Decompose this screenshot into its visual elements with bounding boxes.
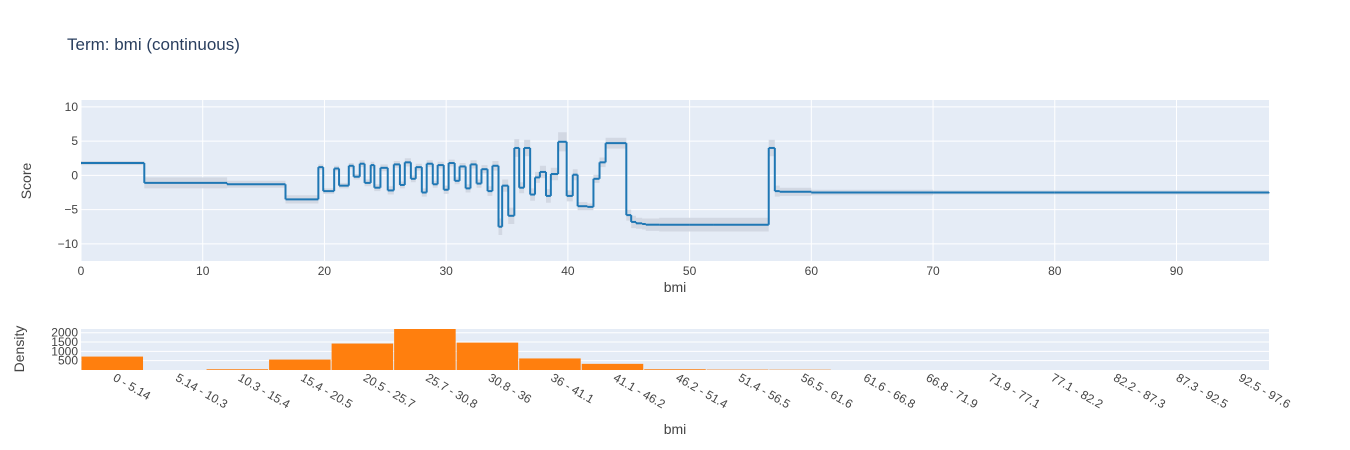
chart-title: Term: bmi (continuous) bbox=[67, 35, 240, 54]
density-bars bbox=[81, 329, 831, 370]
score-x-tick-label: 20 bbox=[318, 264, 332, 278]
density-x-tick-label: 5.14 - 10.3 bbox=[173, 370, 230, 411]
density-x-tick-label: 87.3 - 92.5 bbox=[1174, 370, 1231, 411]
density-x-tick-label: 25.7 - 30.8 bbox=[423, 370, 480, 411]
score-x-tick-label: 90 bbox=[1170, 264, 1184, 278]
score-y-tick-labels: −10 −5 0 5 10 bbox=[58, 100, 79, 251]
density-y-tick-label: 2000 bbox=[51, 326, 78, 340]
density-bar bbox=[394, 329, 456, 370]
score-line bbox=[81, 140, 1270, 228]
density-x-axis-title: bmi bbox=[664, 421, 687, 437]
density-y-tick-label: 500 bbox=[58, 354, 78, 368]
density-x-tick-label: 92.5 - 97.6 bbox=[1236, 370, 1293, 411]
density-bar bbox=[519, 358, 581, 370]
density-x-tick-label: 15.4 - 20.5 bbox=[298, 370, 355, 411]
score-x-tick-label: 10 bbox=[196, 264, 210, 278]
density-x-tick-label: 82.2 - 87.3 bbox=[1111, 370, 1168, 411]
score-plot-background bbox=[81, 100, 1269, 261]
score-x-tick-label: 70 bbox=[926, 264, 940, 278]
score-x-tick-label: 30 bbox=[439, 264, 453, 278]
score-x-tick-label: 50 bbox=[683, 264, 697, 278]
density-x-tick-label: 10.3 - 15.4 bbox=[236, 370, 293, 411]
density-x-tick-label: 71.9 - 77.1 bbox=[986, 370, 1043, 411]
density-y-tick-label: 1000 bbox=[51, 344, 78, 358]
density-x-tick-label: 0 - 5.14 bbox=[111, 370, 154, 403]
density-x-tick-label: 46.2 - 51.4 bbox=[674, 370, 731, 411]
score-grid bbox=[80, 100, 1269, 261]
score-x-axis-title: bmi bbox=[664, 279, 687, 295]
density-plot: 0 - 5.14 5.14 - 10.3 10.3 - 15.4 15.4 - 20.… bbox=[11, 326, 1293, 437]
score-x-tick-label: 40 bbox=[561, 264, 575, 278]
density-x-tick-label: 41.1 - 46.2 bbox=[611, 370, 668, 411]
density-x-tick-label: 30.8 - 36 bbox=[486, 370, 534, 406]
score-y-tick-label: 10 bbox=[65, 100, 79, 114]
density-x-tick-label: 61.6 - 66.8 bbox=[861, 370, 918, 411]
score-y-axis-title: Score bbox=[18, 163, 34, 200]
density-bar bbox=[206, 369, 269, 370]
density-bar bbox=[269, 359, 331, 370]
score-x-tick-label: 80 bbox=[1048, 264, 1062, 278]
score-x-tick-labels: 0 10 20 30 40 50 60 70 80 90 bbox=[78, 264, 1184, 278]
density-x-tick-labels: 0 - 5.14 5.14 - 10.3 10.3 - 15.4 15.4 - 20.… bbox=[111, 370, 1293, 411]
density-bar bbox=[644, 369, 706, 370]
density-x-tick-label: 20.5 - 25.7 bbox=[361, 370, 418, 411]
density-x-tick-label: 56.5 - 61.6 bbox=[799, 370, 856, 411]
density-x-tick-label: 77.1 - 82.2 bbox=[1049, 370, 1106, 411]
density-x-tick-label: 51.4 - 56.5 bbox=[736, 370, 793, 411]
density-bar bbox=[456, 342, 519, 370]
density-y-axis-title: Density bbox=[11, 326, 27, 373]
score-y-tick-label: −5 bbox=[64, 203, 78, 217]
density-x-tick-label: 36 - 41.1 bbox=[548, 370, 596, 406]
score-y-tick-label: 0 bbox=[71, 168, 78, 182]
density-bar bbox=[81, 356, 144, 370]
density-y-tick-label: 1500 bbox=[51, 335, 78, 349]
density-x-tick-label: 66.8 - 71.9 bbox=[924, 370, 981, 411]
score-y-tick-label: 5 bbox=[71, 134, 78, 148]
score-x-tick-label: 60 bbox=[805, 264, 819, 278]
score-plot: 0 10 20 30 40 50 60 70 80 90 −10 −5 0 5 10 bmi Score bbox=[18, 100, 1270, 295]
score-y-tick-label: −10 bbox=[58, 237, 79, 251]
density-bar bbox=[581, 363, 644, 370]
density-bar bbox=[331, 343, 394, 370]
score-x-tick-label: 0 bbox=[78, 264, 85, 278]
density-plot-background bbox=[81, 329, 1269, 370]
